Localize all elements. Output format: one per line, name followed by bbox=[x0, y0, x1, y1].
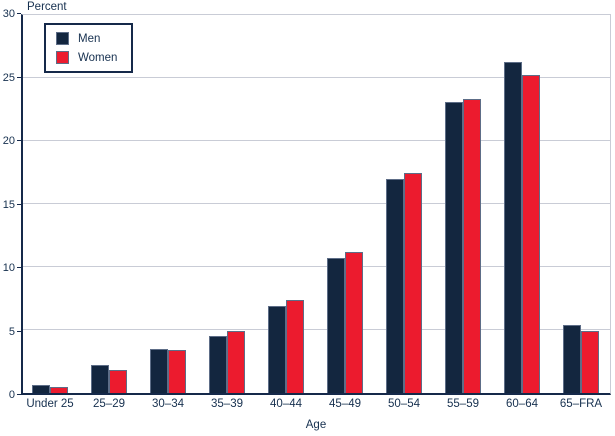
bar-group-7: 50–54 bbox=[386, 15, 422, 410]
y-tick-label: 0 bbox=[8, 389, 15, 401]
bar-group-8: 55–59 bbox=[445, 15, 481, 410]
y-tick-label: 30 bbox=[2, 8, 15, 20]
bar-group-6: 45–49 bbox=[327, 15, 363, 410]
bar-women bbox=[168, 350, 186, 393]
gridline-20 bbox=[23, 140, 610, 141]
bar-men bbox=[268, 306, 286, 393]
y-axis-title: Percent bbox=[27, 1, 67, 13]
bar-men bbox=[386, 178, 404, 393]
gridline-30 bbox=[23, 14, 610, 15]
legend-label: Men bbox=[78, 32, 101, 45]
y-tick-mark bbox=[17, 394, 21, 395]
bar-women bbox=[227, 331, 245, 393]
x-category-label: 35–39 bbox=[211, 398, 243, 410]
bar-women bbox=[109, 370, 127, 393]
bar-group-3: 30–34 bbox=[150, 15, 186, 410]
bar-men bbox=[327, 258, 345, 393]
y-tick-mark bbox=[17, 203, 21, 205]
y-tick-label: 15 bbox=[2, 198, 15, 211]
bar-women bbox=[286, 299, 304, 393]
y-tick-mark bbox=[17, 13, 21, 14]
x-category-label: 45–49 bbox=[329, 398, 361, 410]
x-category-label: 50–54 bbox=[388, 398, 420, 410]
bar-group-10: 65–FRA bbox=[560, 15, 602, 410]
y-tick-label: 5 bbox=[8, 325, 15, 338]
plot-area: Under 25 25–29 30–34 35–39 40–44 45–49 50–54 55… bbox=[21, 14, 611, 410]
x-category-label: 25–29 bbox=[93, 398, 125, 410]
y-tick-label: 25 bbox=[2, 71, 15, 84]
legend-item-women: Women bbox=[56, 51, 117, 64]
bar-men bbox=[150, 348, 168, 393]
gridline-15 bbox=[23, 203, 610, 204]
bar-women bbox=[581, 331, 599, 393]
legend-label: Women bbox=[78, 51, 118, 64]
y-tick-label: 10 bbox=[2, 262, 15, 274]
bar-women bbox=[522, 75, 540, 393]
bar-group-5: 40–44 bbox=[268, 15, 304, 410]
bar-men bbox=[91, 365, 109, 393]
legend: Men Women bbox=[44, 23, 134, 73]
bar-men bbox=[504, 61, 522, 393]
legend-swatch-icon bbox=[56, 51, 69, 64]
x-category-label: 40–44 bbox=[270, 398, 302, 410]
y-tick-mark bbox=[17, 330, 21, 332]
bar-group-4: 35–39 bbox=[209, 15, 245, 410]
x-category-label: 30–34 bbox=[152, 398, 184, 410]
bar-group-9: 60–64 bbox=[504, 15, 540, 410]
bar-men bbox=[445, 101, 463, 393]
y-tick-mark bbox=[17, 76, 21, 78]
y-tick-label: 20 bbox=[2, 135, 15, 147]
legend-swatch-icon bbox=[56, 32, 69, 45]
bar-women bbox=[463, 99, 481, 393]
x-category-label: 55–59 bbox=[447, 398, 479, 410]
legend-item-men: Men bbox=[56, 32, 117, 45]
x-category-label: 65–FRA bbox=[559, 398, 603, 410]
bar-women bbox=[50, 386, 68, 393]
bar-group-1: Under 25 bbox=[26, 15, 74, 410]
x-category-label: Under 25 bbox=[26, 398, 74, 410]
bar-group-2: 25–29 bbox=[91, 15, 127, 410]
bar-men bbox=[32, 385, 50, 393]
bar-groups: Under 25 25–29 30–34 35–39 40–44 45–49 50–54 55… bbox=[23, 15, 610, 410]
x-category-label: 60–64 bbox=[506, 398, 538, 410]
bar-women bbox=[345, 251, 363, 393]
bar-women bbox=[404, 172, 422, 393]
gridline-10 bbox=[23, 266, 610, 267]
y-tick-mark bbox=[17, 140, 21, 141]
bar-men bbox=[563, 324, 581, 393]
y-tick-mark bbox=[17, 267, 21, 268]
gridline-25 bbox=[23, 77, 610, 78]
gridline-5 bbox=[23, 329, 610, 330]
bar-men bbox=[209, 336, 227, 393]
x-axis-title: Age bbox=[305, 419, 327, 431]
